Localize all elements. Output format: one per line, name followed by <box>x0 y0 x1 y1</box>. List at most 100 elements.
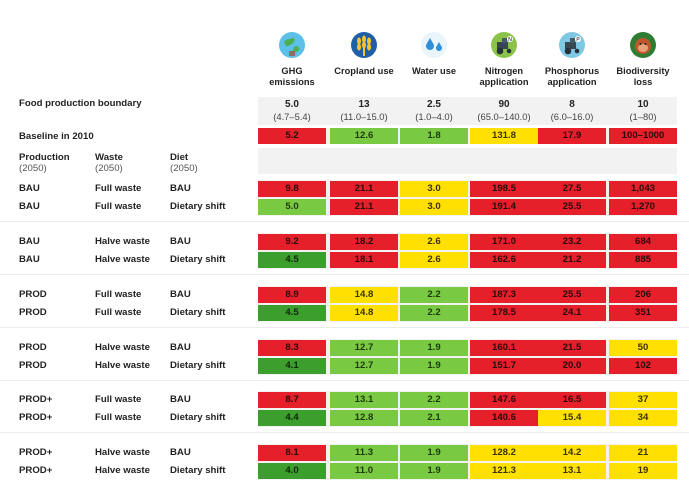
row-production-label: PROD+ <box>19 412 53 423</box>
row-diet-label: Dietary shift <box>170 307 226 318</box>
value-cell-ghg: 4.5 <box>258 305 326 321</box>
row-diet-label: BAU <box>170 183 191 194</box>
value-cell-phosphorus: 13.1 <box>538 463 606 479</box>
scenario-header-title: Diet <box>170 152 189 163</box>
boundary-value: 8 <box>569 99 575 110</box>
value-cell-water: 1.9 <box>400 358 468 374</box>
row-production-label: PROD <box>19 360 47 371</box>
row-production-label: PROD+ <box>19 447 53 458</box>
value-cell-phosphorus: 21.5 <box>538 340 606 356</box>
boundary-value-biodiversity: 10 (1–80) <box>609 99 677 123</box>
svg-text:P: P <box>576 37 580 43</box>
row-waste-label: Full waste <box>95 183 142 194</box>
column-header-line: application <box>547 77 597 87</box>
row-diet-label: BAU <box>170 447 191 458</box>
value-cell-water: 2.1 <box>400 410 468 426</box>
boundary-range: (1–80) <box>629 111 657 122</box>
value-cell-ghg: 8.1 <box>258 445 326 461</box>
boundary-value-crop: 13 (11.0–15.0) <box>330 99 398 123</box>
scenario-header-production: Production (2050) <box>19 152 70 174</box>
row-waste-label: Full waste <box>95 307 142 318</box>
scenario-header-title: Production <box>19 152 70 163</box>
value-cell-water: 2.2 <box>400 392 468 408</box>
boundary-range: (11.0–15.0) <box>340 111 388 122</box>
boundary-range: (65.0–140.0) <box>477 111 531 122</box>
value-cell-biodiversity: 1,043 <box>609 181 677 197</box>
value-cell-biodiversity: 206 <box>609 287 677 303</box>
value-cell-ghg: 5.0 <box>258 199 326 215</box>
column-header-line: loss <box>633 77 653 87</box>
boundary-value: 2.5 <box>427 99 441 110</box>
value-cell-biodiversity: 102 <box>609 358 677 374</box>
row-waste-label: Halve waste <box>95 360 150 371</box>
value-cell-crop: 11.3 <box>330 445 398 461</box>
column-header-line: Water use <box>411 66 457 76</box>
row-production-label: PROD+ <box>19 465 53 476</box>
value-cell-nitrogen: 151.7 <box>470 358 538 374</box>
row-diet-label: BAU <box>170 342 191 353</box>
baseline-cell-nitrogen: 131.8 <box>470 128 538 144</box>
row-production-label: PROD <box>19 289 47 300</box>
boundary-value: 5.0 <box>285 99 299 110</box>
boundary-value: 10 <box>637 99 649 110</box>
row-waste-label: Halve waste <box>95 342 150 353</box>
value-cell-crop: 18.1 <box>330 252 398 268</box>
value-cell-crop: 14.8 <box>330 305 398 321</box>
value-cell-water: 2.2 <box>400 287 468 303</box>
value-cell-crop: 12.7 <box>330 358 398 374</box>
value-cell-biodiversity: 37 <box>609 392 677 408</box>
boundary-value: 13 <box>358 99 370 110</box>
boundary-range: (4.7–5.4) <box>273 111 311 122</box>
boundary-range: (6.0–16.0) <box>550 111 594 122</box>
value-cell-water: 1.9 <box>400 445 468 461</box>
row-waste-label: Halve waste <box>95 236 150 247</box>
column-header-crop: Cropland use <box>330 66 398 77</box>
value-cell-biodiversity: 1,270 <box>609 199 677 215</box>
value-cell-water: 1.9 <box>400 463 468 479</box>
baseline-row-label: Baseline in 2010 <box>19 131 94 142</box>
value-cell-nitrogen: 128.2 <box>470 445 538 461</box>
value-cell-ghg: 9.2 <box>258 234 326 250</box>
value-cell-nitrogen: 121.3 <box>470 463 538 479</box>
row-diet-label: Dietary shift <box>170 254 226 265</box>
value-cell-nitrogen: 162.6 <box>470 252 538 268</box>
row-waste-label: Full waste <box>95 289 142 300</box>
row-production-label: PROD <box>19 307 47 318</box>
tractor-n-icon: N <box>490 31 518 59</box>
value-cell-nitrogen: 191.4 <box>470 199 538 215</box>
value-cell-phosphorus: 15.4 <box>538 410 606 426</box>
value-cell-biodiversity: 885 <box>609 252 677 268</box>
row-production-label: PROD+ <box>19 394 53 405</box>
boundary-value-phosphorus: 8 (6.0–16.0) <box>538 99 606 123</box>
value-cell-ghg: 8.7 <box>258 392 326 408</box>
value-cell-water: 1.9 <box>400 340 468 356</box>
value-cell-biodiversity: 684 <box>609 234 677 250</box>
value-cell-ghg: 4.1 <box>258 358 326 374</box>
scenario-header-waste: Waste (2050) <box>95 152 123 174</box>
value-cell-ghg: 4.5 <box>258 252 326 268</box>
row-waste-label: Halve waste <box>95 447 150 458</box>
value-cell-water: 3.0 <box>400 199 468 215</box>
wheat-icon <box>350 31 378 59</box>
row-diet-label: BAU <box>170 236 191 247</box>
value-cell-water: 2.2 <box>400 305 468 321</box>
value-cell-nitrogen: 171.0 <box>470 234 538 250</box>
column-header-line: Biodiversity <box>616 66 670 76</box>
baseline-cell-biodiversity: 100–1000 <box>609 128 677 144</box>
value-cell-crop: 21.1 <box>330 181 398 197</box>
boundary-value-ghg: 5.0 (4.7–5.4) <box>258 99 326 123</box>
baseline-cell-water: 1.8 <box>400 128 468 144</box>
column-header-nitrogen: Nitrogen application <box>470 66 538 88</box>
water-drops-icon <box>420 31 448 59</box>
value-cell-phosphorus: 21.2 <box>538 252 606 268</box>
baseline-cell-ghg: 5.2 <box>258 128 326 144</box>
value-cell-water: 3.0 <box>400 181 468 197</box>
row-waste-label: Full waste <box>95 412 142 423</box>
column-header-ghg: GHG emissions <box>258 66 326 88</box>
value-cell-ghg: 4.0 <box>258 463 326 479</box>
group-separator <box>0 327 689 328</box>
row-diet-label: Dietary shift <box>170 412 226 423</box>
value-cell-crop: 14.8 <box>330 287 398 303</box>
row-diet-label: Dietary shift <box>170 465 226 476</box>
